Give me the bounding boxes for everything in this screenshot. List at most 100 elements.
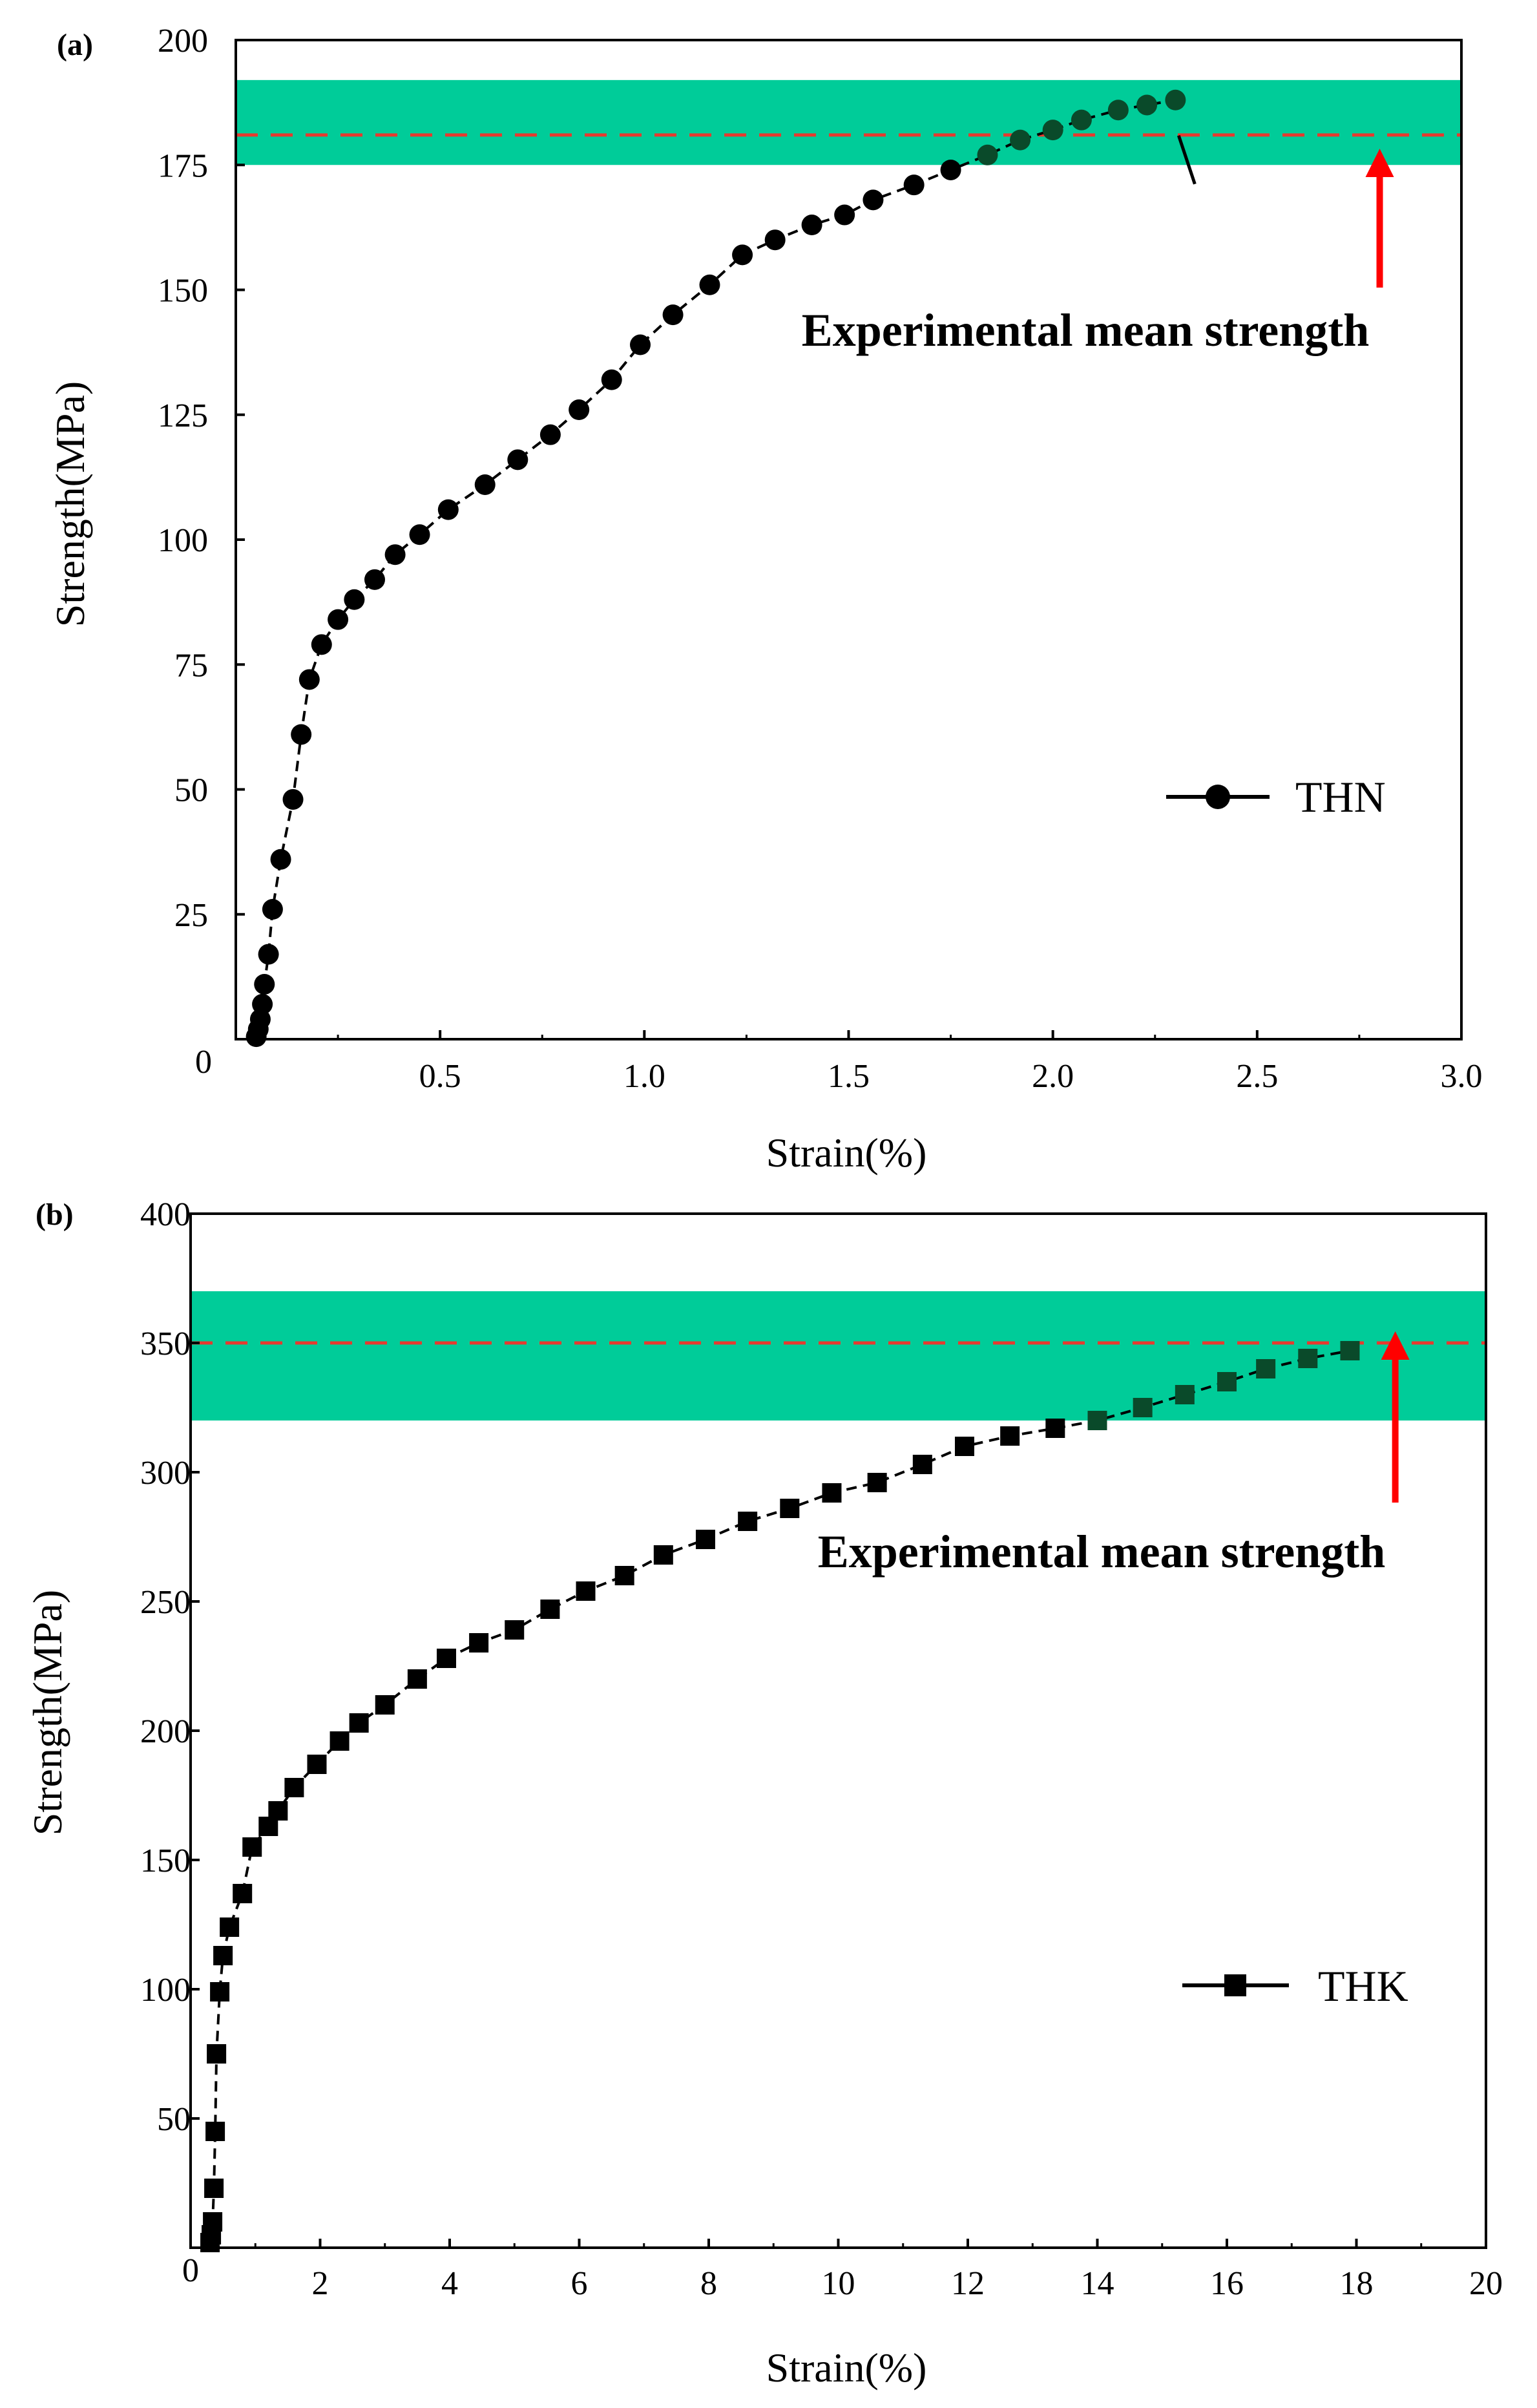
- panel-a-data-point: [344, 589, 365, 610]
- panel-a-series-line: [255, 98, 1176, 1037]
- panel-a-legend-marker: [1206, 785, 1230, 809]
- panel-a-data-point: [262, 899, 283, 920]
- panel-b-x-tick-label: 16: [1210, 2265, 1244, 2302]
- panel-b-x-axis-title: Strain(%): [766, 2345, 927, 2391]
- panel-b-data-point: [576, 1581, 596, 1601]
- panel-a-label: (a): [57, 28, 93, 62]
- panel-b-x-tick-label: 4: [441, 2265, 458, 2302]
- panel-a-chart: (a) 0 0.5 1.0 1.5 2.0 2.5 3.0 25 50 75 100 125 150 17…: [47, 23, 1483, 1176]
- panel-a-data-point: [254, 973, 275, 995]
- panel-a-data-point: [1071, 109, 1092, 131]
- panel-a-data-point: [1010, 129, 1031, 151]
- panel-b-y-tick-label: 400: [140, 1196, 191, 1233]
- panel-b-data-point: [329, 1731, 350, 1751]
- panel-b-data-point: [233, 1884, 253, 1903]
- panel-b-data-point: [204, 2179, 224, 2198]
- panel-a-data-point: [1042, 120, 1063, 141]
- panel-a-data-point: [258, 944, 279, 965]
- panel-a-data-point: [903, 174, 925, 196]
- panel-b-data-point: [268, 1801, 288, 1821]
- panel-a-data-point: [252, 993, 273, 1015]
- panel-a-x-tick-label: 1.0: [623, 1058, 665, 1095]
- panel-a-data-point: [834, 204, 855, 226]
- panel-b-data-point: [780, 1499, 800, 1518]
- panel-b-x-tick-label: 14: [1081, 2265, 1114, 2302]
- panel-b-y-tick-label: 100: [140, 1972, 191, 2009]
- panel-b-data-point: [220, 1917, 240, 1937]
- panel-a-data-point: [801, 215, 822, 236]
- panel-a-y-tick-label: 125: [158, 397, 208, 434]
- panel-b-data-point: [436, 1649, 456, 1668]
- panel-a-legend-label: THN: [1295, 772, 1386, 821]
- panel-b-y-tick-label: 150: [140, 1843, 191, 1879]
- panel-b-data-point: [867, 1473, 887, 1492]
- panel-b-chart: (b) 0 2 4 6 8 10 12 14 16 18 20 50 100 150 200 250 300 35…: [25, 1196, 1503, 2391]
- panel-b-data-point: [207, 2044, 227, 2064]
- panel-a-data-point: [1136, 94, 1158, 116]
- panel-a-data-point: [601, 369, 622, 390]
- panel-a-y-tick-label: 100: [158, 522, 208, 559]
- panel-a-data-point: [364, 569, 385, 590]
- panel-a-data-point: [437, 499, 459, 520]
- panel-b-data-point: [540, 1600, 560, 1619]
- panel-a-data-point: [291, 724, 312, 745]
- panel-a-data-point: [1107, 100, 1129, 121]
- panel-a-data-point: [507, 449, 528, 470]
- panel-b-data-point: [284, 1778, 304, 1797]
- panel-b-data-point: [1087, 1411, 1107, 1430]
- panel-a-y-tick-label: 200: [158, 23, 208, 59]
- panel-b-data-point: [614, 1566, 634, 1585]
- panel-b-y-tick-label: 200: [140, 1713, 191, 1750]
- panel-a-mean-band: [236, 79, 1461, 165]
- panel-a-arrow-head: [1365, 149, 1394, 177]
- panel-b-data-point: [407, 1669, 427, 1689]
- panel-a-y-tick-label: 175: [158, 147, 208, 184]
- panel-a-data-point: [282, 788, 304, 810]
- panel-b-data-point: [203, 2212, 223, 2232]
- panel-a-data-point: [409, 524, 430, 545]
- panel-a-data-point: [977, 144, 998, 165]
- panel-b-x-tick-label: 20: [1469, 2265, 1503, 2302]
- panel-a-data-point: [298, 669, 320, 690]
- panel-b-data-point: [1256, 1359, 1276, 1378]
- panel-b-series-line: [209, 1349, 1350, 2243]
- panel-a-data-point: [1165, 89, 1186, 111]
- panel-b-x-tick-label: 10: [822, 2265, 855, 2302]
- panel-a-data-point: [569, 399, 590, 421]
- panel-a-x-tick-label: 1.5: [828, 1058, 870, 1095]
- panel-b-y-tick-label: 250: [140, 1584, 191, 1621]
- panel-a-leader-line: [1176, 134, 1197, 185]
- panel-b-y-tick-label: 300: [140, 1455, 191, 1492]
- panel-a-data-point: [328, 609, 349, 630]
- panel-a-data-point: [311, 634, 332, 655]
- panel-b-data-point: [213, 1946, 233, 1965]
- panel-b-data-point: [375, 1695, 395, 1715]
- panel-b-data-point: [205, 2122, 225, 2141]
- panel-b-data-point: [349, 1713, 369, 1733]
- panel-a-x-tick-label: 2.0: [1032, 1058, 1074, 1095]
- panel-b-x-tick-label: 0: [182, 2252, 199, 2289]
- panel-a-x-tick-label: 3.0: [1441, 1058, 1483, 1095]
- panel-b-y-axis-title: Strength(MPa): [25, 1590, 70, 1835]
- panel-b-legend: THK: [1182, 1961, 1408, 2011]
- panel-a-data-point: [662, 304, 684, 326]
- panel-b-x-tick-label: 2: [312, 2265, 329, 2302]
- panel-a-y-tick-label: 50: [174, 772, 208, 809]
- panel-b-arrow-head: [1381, 1331, 1410, 1360]
- panel-a-x-tick-label: 0: [195, 1044, 212, 1081]
- panel-b-data-point: [1045, 1419, 1065, 1438]
- panel-a-annotation: Experimental mean strength: [802, 304, 1370, 356]
- panel-b-data-point: [1000, 1426, 1020, 1446]
- panel-a-data-point: [732, 244, 753, 266]
- panel-b-y-tick-label: 50: [157, 2101, 191, 2138]
- panel-b-data-point: [242, 1837, 262, 1857]
- panel-b-data-point: [912, 1455, 932, 1474]
- panel-b-data-point: [1298, 1349, 1318, 1368]
- panel-a-data-point: [863, 189, 884, 211]
- panel-b-data-point: [210, 1982, 230, 2001]
- panel-b-x-tick-label: 8: [700, 2265, 717, 2302]
- panel-b-data-point: [954, 1437, 974, 1456]
- panel-b-legend-label: THK: [1318, 1961, 1408, 2011]
- panel-b-data-point: [469, 1633, 489, 1653]
- panel-a-y-axis-title: Strength(MPa): [47, 381, 93, 627]
